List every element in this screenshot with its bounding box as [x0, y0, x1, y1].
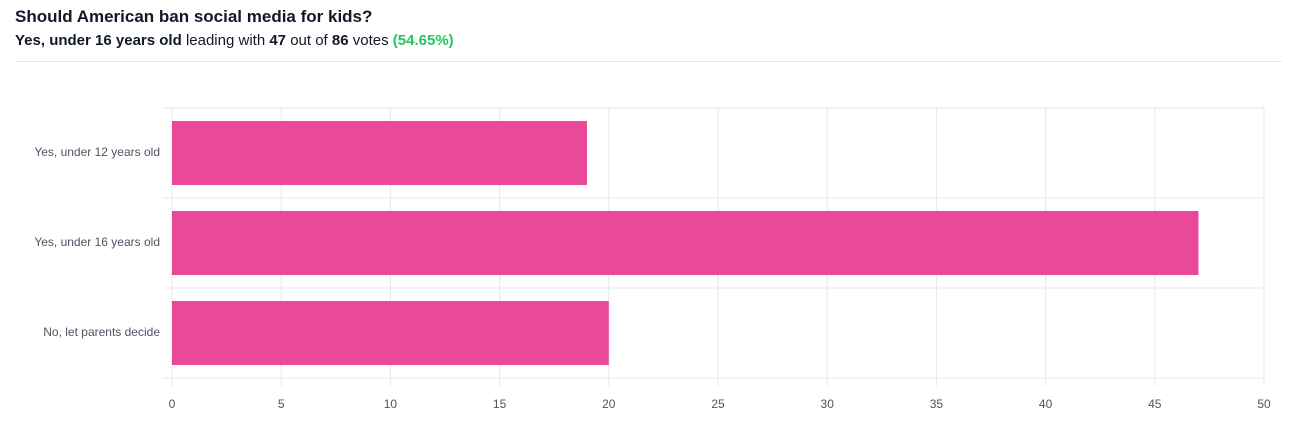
total-votes: 86 — [331, 32, 349, 49]
x-tick-label: 5 — [278, 397, 285, 411]
subtitle: Yes, under 16 years old leading with 47 … — [15, 31, 1282, 51]
y-tick-label: Yes, under 16 years old — [34, 235, 160, 249]
leader: Yes, under 16 years old — [15, 32, 182, 49]
leader-votes: 47 — [269, 32, 287, 49]
text: votes — [352, 32, 389, 49]
leader-share: (54.65%) — [392, 32, 454, 49]
x-tick-label: 50 — [1257, 397, 1271, 411]
x-tick-label: 25 — [711, 397, 725, 411]
x-tick-label: 0 — [169, 397, 176, 411]
bar — [172, 211, 1199, 275]
y-tick-label: No, let parents decide — [43, 325, 160, 339]
x-tick-label: 15 — [493, 397, 507, 411]
divider — [15, 61, 1282, 62]
title: Should American ban social media for kid… — [15, 7, 373, 26]
x-tick-label: 10 — [384, 397, 398, 411]
x-tick-label: 45 — [1148, 397, 1162, 411]
text: leading with — [185, 32, 266, 49]
x-tick-label: 30 — [821, 397, 835, 411]
x-tick-label: 35 — [930, 397, 944, 411]
bar — [172, 121, 587, 185]
x-tick-label: 20 — [602, 397, 616, 411]
header: Should American ban social media for kid… — [15, 6, 1282, 51]
text: out of — [290, 32, 328, 49]
y-tick-label: Yes, under 12 years old — [34, 145, 160, 159]
bar — [172, 301, 609, 365]
x-tick-label: 40 — [1039, 397, 1053, 411]
